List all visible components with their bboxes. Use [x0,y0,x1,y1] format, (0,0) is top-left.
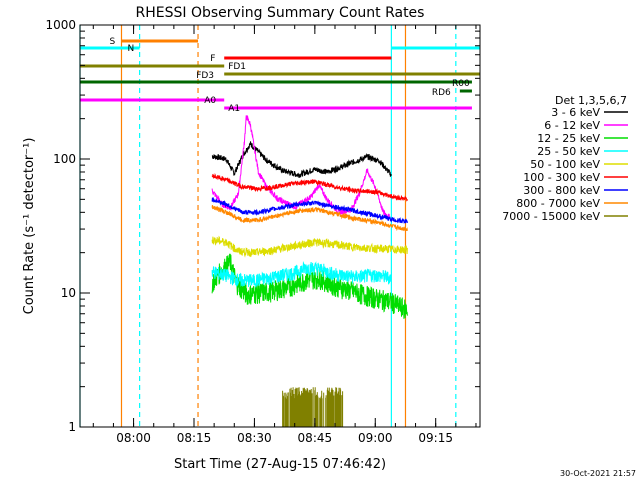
y-axis: 1 10 100 1000 [45,18,480,434]
y-axis-label: Count Rate (s⁻¹ detector⁻¹) [22,138,37,315]
footer-timestamp: 30-Oct-2021 21:57 [560,469,636,478]
series-layer [211,115,408,427]
band-label-fd3: FD3 [196,71,214,81]
band-label-rd6: RD6 [432,88,451,98]
x-tick-label: 09:00 [358,431,393,445]
legend-title: Det 1,3,5,6,7 [555,94,627,107]
legend-label-7000-15000-kev: 7000 - 15000 keV [502,210,600,223]
x-tick-label: 09:15 [418,431,453,445]
plot-frame [79,24,481,428]
series-3-6-kev [211,141,392,178]
y-tick-label: 100 [53,152,76,166]
x-tick-label: 08:15 [177,431,212,445]
legend-label-50-100-kev: 50 - 100 keV [530,158,600,171]
legend-label-25-50-kev: 25 - 50 keV [537,145,600,158]
legend-label-300-800-kev: 300 - 800 keV [523,184,600,197]
band-label-s: S [109,37,115,47]
series-800-7000-kev [211,204,408,232]
y-tick-label: 10 [61,286,76,300]
legend-label-6-12-kev: 6 - 12 keV [544,119,600,132]
series-100-300-kev [211,173,408,202]
y-tick-label: 1000 [45,18,76,32]
series-12-25-kev [211,253,408,319]
series-50-100-kev [211,235,408,258]
series-300-800-kev [211,197,408,224]
y-tick-label: 1 [68,420,76,434]
x-axis-label: Start Time (27-Aug-15 07:46:42) [174,457,386,472]
band-label-n: N [128,44,135,54]
x-tick-label: 08:45 [298,431,333,445]
series-7000-15000-kev [282,387,344,427]
x-tick-label: 08:00 [116,431,151,445]
band-label-r00: R00 [452,79,470,89]
x-axis: 08:00 08:15 08:30 08:45 09:00 09:15 [92,25,477,445]
x-tick-label: 08:30 [237,431,272,445]
band-label-a0: A0 [204,96,216,106]
series-25-50-kev [211,260,392,288]
legend-label-100-300-kev: 100 - 300 keV [523,171,600,184]
legend-label-3-6-kev: 3 - 6 keV [551,106,600,119]
chart-title: RHESSI Observing Summary Count Rates [136,5,425,21]
band-label-a1: A1 [228,104,240,114]
legend-label-800-7000-kev: 800 - 7000 keV [516,197,600,210]
band-label-fd1: FD1 [228,62,246,72]
legend-label-12-25-kev: 12 - 25 keV [537,132,600,145]
band-label-f: F [210,54,215,64]
